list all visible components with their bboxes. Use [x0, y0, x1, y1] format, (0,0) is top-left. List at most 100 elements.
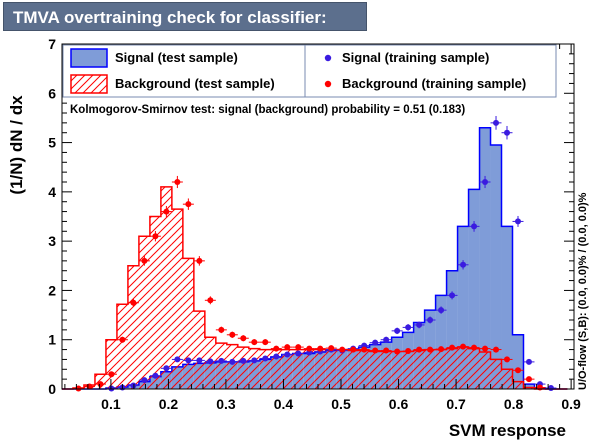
signal-train-point: [547, 385, 554, 392]
x-tick-label: 0.3: [216, 396, 236, 412]
signal-train-point: [229, 358, 236, 365]
background-train-point: [207, 297, 214, 304]
background-train-point: [240, 335, 247, 342]
background-test-bar: [237, 347, 249, 389]
x-tick-label: 0.7: [446, 396, 466, 412]
background-train-point: [394, 348, 401, 355]
legend-signal-train-marker: [324, 54, 332, 62]
background-test-bar: [259, 349, 271, 389]
legend-background-test-label: Background (test sample): [115, 76, 275, 91]
background-train-point: [295, 344, 302, 351]
background-test-bar: [435, 349, 447, 389]
background-train-point: [185, 201, 192, 208]
background-train-point: [196, 257, 203, 264]
x-tick-label: 0.2: [159, 396, 179, 412]
signal-test-bar: [523, 384, 535, 389]
signal-train-point: [493, 119, 500, 126]
signal-train-point: [383, 336, 390, 343]
x-tick-label: 0.4: [274, 396, 294, 412]
background-train-point: [119, 336, 126, 343]
x-tick-label: 0.1: [101, 396, 121, 412]
legend-background-train-marker: [324, 80, 332, 88]
x-tick-label: 0.6: [389, 396, 409, 412]
background-test-bar: [182, 258, 194, 389]
background-test-bar: [391, 351, 403, 389]
signal-train-point: [427, 317, 434, 323]
signal-test-bar: [446, 270, 458, 389]
background-train-point: [438, 346, 445, 353]
overflow-text: U/O-flow (S,B): (0.0, 0.0)% / (0.0, 0.0)…: [577, 192, 589, 390]
background-train-point: [317, 345, 324, 352]
y-tick-label: 6: [48, 85, 56, 101]
y-tick-label: 5: [48, 135, 56, 151]
x-tick-label: 0.9: [561, 396, 581, 412]
background-train-point: [504, 356, 511, 363]
signal-train-point: [152, 372, 159, 379]
signal-train-point: [471, 223, 478, 230]
background-train-point: [97, 381, 104, 388]
background-train-point: [514, 367, 521, 374]
signal-test-bar: [512, 334, 524, 389]
signal-test-bar: [490, 145, 502, 389]
signal-train-point: [438, 307, 445, 314]
background-train-point: [163, 208, 170, 215]
background-train-point: [361, 346, 368, 353]
background-test-bar: [468, 348, 480, 389]
background-train-point: [130, 299, 137, 306]
y-tick-label: 3: [48, 233, 56, 249]
background-test-bar: [325, 349, 337, 389]
signal-train-point: [251, 357, 258, 364]
y-tick-label: 1: [48, 332, 56, 348]
signal-train-point: [262, 355, 269, 362]
background-train-point: [262, 339, 269, 346]
signal-train-point: [185, 357, 192, 364]
background-train-point: [251, 339, 258, 346]
signal-train-point: [372, 339, 379, 346]
background-test-bar: [413, 350, 425, 389]
background-test-bar: [226, 344, 238, 389]
signal-test-bar: [435, 295, 447, 389]
signal-test-bar: [468, 189, 480, 389]
background-test-bar: [215, 343, 227, 389]
y-axis-title: (1/N) dN / dx: [7, 95, 26, 195]
signal-train-point: [284, 351, 291, 358]
signal-train-point: [207, 358, 214, 365]
background-train-point: [152, 233, 159, 240]
legend-signal-test-swatch: [70, 48, 108, 68]
legend-box-right: [304, 44, 557, 98]
background-train-point: [273, 345, 280, 352]
background-train-point: [460, 343, 467, 350]
background-train-point: [229, 331, 236, 338]
background-test-bar: [314, 349, 326, 389]
background-train-point: [427, 346, 434, 353]
signal-train-point: [525, 358, 532, 365]
background-test-bar: [138, 236, 150, 389]
background-test-bar: [347, 350, 359, 389]
background-test-bar: [149, 216, 161, 389]
background-test-bar: [292, 349, 304, 389]
background-train-point: [350, 346, 357, 353]
background-train-point: [525, 376, 532, 383]
background-test-bar: [479, 352, 491, 389]
signal-train-point: [273, 353, 280, 360]
background-test-bar: [116, 304, 128, 389]
background-test-bar: [457, 347, 469, 389]
background-test-bar: [171, 209, 183, 389]
ks-test-text: Kolmogorov-Smirnov test: signal (backgro…: [70, 104, 465, 116]
signal-train-point: [196, 357, 203, 364]
legend: Signal (test sample) Background (test sa…: [62, 44, 557, 98]
background-train-point: [536, 384, 543, 391]
background-test-bar: [127, 265, 139, 389]
signal-test-bar: [457, 226, 469, 389]
signal-train-point: [218, 357, 225, 364]
legend-background-test-swatch: [70, 74, 108, 94]
signal-train-point: [449, 292, 456, 299]
background-train-point: [482, 345, 489, 352]
signal-train-point: [240, 357, 247, 364]
background-train-point: [471, 344, 478, 351]
background-test-bar: [512, 381, 524, 389]
background-test-bar: [369, 351, 381, 389]
y-tick-label: 2: [48, 282, 56, 298]
signal-train-point: [504, 129, 511, 136]
